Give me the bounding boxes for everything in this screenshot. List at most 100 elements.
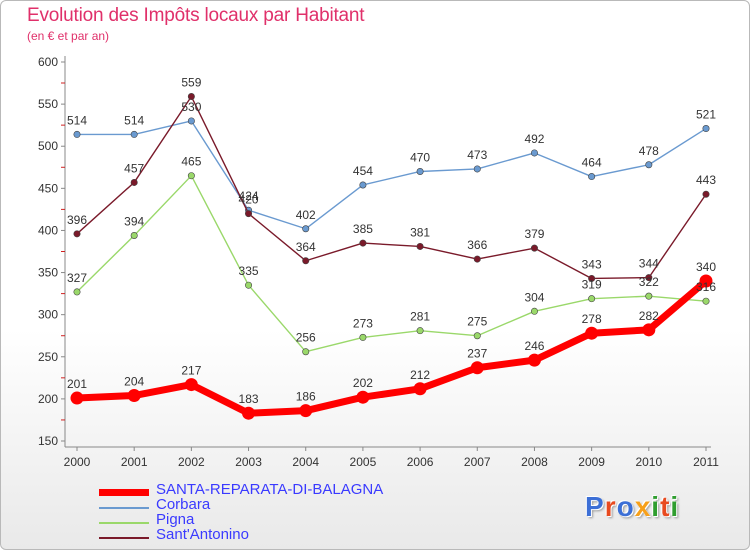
legend-label: Sant'Antonino (156, 526, 249, 543)
data-label: 319 (582, 278, 602, 292)
data-label: 278 (582, 312, 602, 326)
data-label: 344 (639, 257, 659, 271)
data-label: 343 (582, 257, 602, 271)
data-point (302, 225, 310, 233)
proxiti-logo: Proxiti (585, 491, 679, 523)
data-label: 340 (696, 260, 716, 274)
data-label: 327 (67, 271, 87, 285)
series-line (76, 95, 707, 280)
data-point (645, 292, 653, 300)
data-point (359, 333, 367, 341)
data-label: 396 (67, 213, 87, 227)
series-line (76, 174, 707, 353)
legend-swatch (99, 522, 149, 524)
data-label: 364 (296, 240, 316, 254)
logo-letter: r (604, 491, 617, 522)
data-label: 201 (67, 377, 87, 391)
data-label: 273 (353, 316, 373, 330)
series-pigna (73, 172, 710, 356)
data-point (245, 281, 253, 289)
data-label: 316 (696, 280, 716, 294)
data-label: 379 (524, 227, 544, 241)
data-label: 394 (124, 214, 144, 228)
data-label: 514 (124, 113, 144, 127)
labels-corbara: 514 514 530 424 402 454 470 473 492 464 478 521 (67, 100, 716, 222)
labels-santa-reparata-di-balagna: 201 204 217 183 186 202 212 237 246 278 282 340 (67, 260, 716, 406)
data-point (130, 231, 138, 239)
y-tick-label: 400 (38, 223, 58, 237)
x-tick-label: 2008 (521, 455, 548, 469)
data-label: 420 (239, 193, 259, 207)
series-santa-reparata-di-balagna (70, 274, 713, 420)
y-tick-label: 200 (38, 392, 58, 406)
data-point (70, 391, 84, 405)
data-label: 366 (467, 238, 487, 252)
data-label: 385 (353, 222, 373, 236)
data-point (245, 210, 253, 218)
data-point (530, 307, 538, 315)
x-tick-label: 2009 (578, 455, 605, 469)
legend-label: Pigna (156, 511, 195, 528)
x-tick-label: 2001 (121, 455, 148, 469)
y-tick-label: 500 (38, 139, 58, 153)
y-tick-label: 150 (38, 434, 58, 448)
logo-letter: P (585, 491, 605, 522)
legend-swatch (99, 537, 149, 539)
data-label: 402 (296, 208, 316, 222)
y-tick-label: 550 (38, 97, 58, 111)
series-line (76, 120, 707, 230)
data-label: 212 (410, 368, 430, 382)
x-tick-label: 2005 (350, 455, 377, 469)
data-point (73, 130, 81, 138)
data-label: 256 (296, 331, 316, 345)
data-point (302, 348, 310, 356)
data-point (416, 242, 424, 250)
data-label: 335 (239, 264, 259, 278)
y-tick-label: 450 (38, 181, 58, 195)
legend-label: Corbara (156, 496, 211, 513)
labels-sant-antonino: 396 457 559 420 364 385 381 366 379 343 344 443 (67, 76, 716, 272)
data-label: 246 (524, 339, 544, 353)
data-label: 443 (696, 173, 716, 187)
x-tick-label: 2007 (464, 455, 491, 469)
data-point (473, 332, 481, 340)
data-point (588, 173, 596, 181)
data-label: 492 (524, 132, 544, 146)
data-point (187, 172, 195, 180)
series-sant-antonino (73, 93, 710, 282)
data-point (588, 295, 596, 303)
data-label: 282 (639, 309, 659, 323)
x-tick-label: 2000 (64, 455, 91, 469)
x-tick-label: 2002 (178, 455, 205, 469)
data-point (130, 178, 138, 186)
data-label: 186 (296, 390, 316, 404)
data-point (416, 167, 424, 175)
data-label: 470 (410, 150, 430, 164)
data-point (642, 323, 656, 337)
logo-letter: i (651, 491, 661, 522)
data-point (702, 297, 710, 305)
data-point (588, 274, 596, 282)
data-point (73, 288, 81, 296)
data-label: 464 (582, 156, 602, 170)
data-point (359, 181, 367, 189)
data-label: 204 (124, 375, 144, 389)
data-point (187, 117, 195, 125)
data-label: 424 (239, 189, 259, 203)
x-tick-label: 2004 (292, 455, 319, 469)
y-tick-label: 250 (38, 350, 58, 364)
data-point (416, 327, 424, 335)
chart-subtitle: (en € et par an) (27, 29, 110, 43)
data-point (359, 239, 367, 247)
data-label: 202 (353, 376, 373, 390)
data-label: 478 (639, 144, 659, 158)
data-point (702, 190, 710, 198)
legend-swatch (99, 507, 149, 509)
data-label: 237 (467, 347, 487, 361)
data-label: 281 (410, 310, 430, 324)
data-point (473, 255, 481, 263)
x-axis-ticks: 2000 2001 2002 2003 2004 2005 2006 2007 2008 2009… (64, 447, 719, 469)
chart-title: Evolution des Impôts locaux par Habitant (27, 5, 365, 26)
data-point (585, 326, 599, 340)
data-label: 183 (239, 392, 259, 406)
